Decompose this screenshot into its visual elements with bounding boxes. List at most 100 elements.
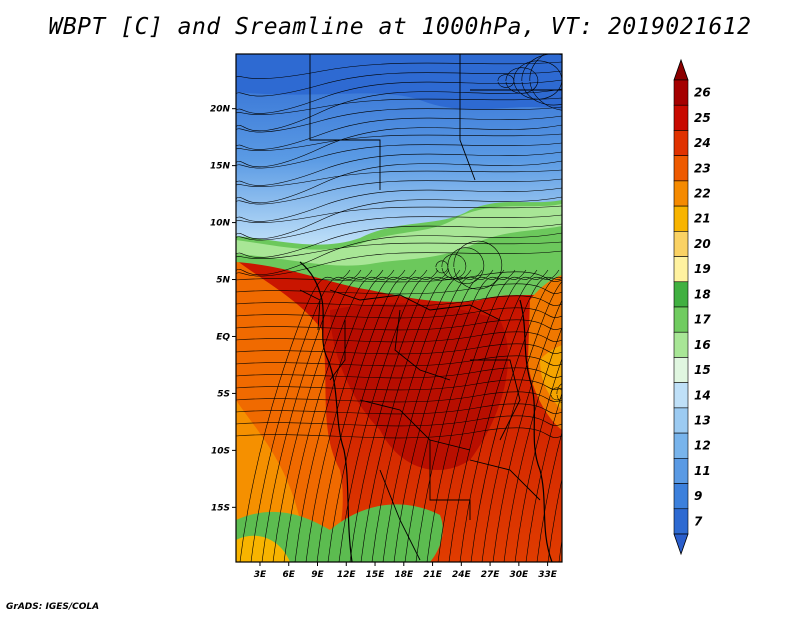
streamline [236,97,562,115]
streamline [236,427,562,439]
streamline [236,115,562,150]
streamline [250,269,362,562]
streamline [563,375,599,411]
streamline [349,269,461,562]
colorbar-label: 13 [694,414,711,428]
colorbar-swatch [673,508,689,535]
colorbar-top-arrow [673,58,689,81]
streamline [236,367,562,379]
colorbar-swatch [673,357,689,383]
streamline [437,269,549,562]
streamline [481,281,562,562]
colorbar-swatch [673,231,689,257]
streamline [492,299,562,562]
colorbar-label: 12 [694,439,711,453]
colorbar-label: 17 [694,313,711,327]
colorbar-swatch [673,180,689,207]
lon-tick-label: 33E [538,570,558,580]
colorbar-label: 20 [694,237,711,251]
colorbar-swatch [673,281,689,308]
colorbar-label: 9 [694,489,702,503]
streamline [327,269,439,562]
streamline [236,223,562,258]
streamline [371,269,483,562]
streamline [514,357,562,562]
streamline [236,205,562,223]
lon-tick-label: 12E [337,570,357,580]
streamline [236,106,562,133]
streamline [239,269,351,562]
colorbar-label: 22 [694,187,711,201]
colorbar-label: 7 [694,514,703,528]
streamline [505,67,539,94]
colorbar-swatch [673,407,689,434]
lon-tick-label: 30E [510,570,530,580]
lon-tick-label: 15E [366,570,386,580]
plot-frame [235,53,563,563]
streamline [441,254,467,279]
lat-tick-label: 15S [211,503,230,513]
lightgreen-band [236,204,562,266]
colorbar-swatch [673,382,689,409]
streamline [236,319,562,331]
streamline [236,403,562,415]
colorbar-label: 11 [694,464,711,478]
streamline [261,269,373,562]
lon-tick-label: 9E [311,570,324,580]
streamline [382,269,494,562]
streamline [236,61,562,79]
streamline [550,387,562,401]
colorbar-label: 23 [694,161,711,175]
streamline [305,269,417,562]
streamline [236,415,562,427]
streamline [236,391,562,403]
streamline [453,240,503,290]
streamline [272,269,384,562]
colorbar-swatch [673,432,689,459]
colorbar-swatch [673,79,689,106]
streamline [525,392,562,562]
streamline [404,269,516,562]
streamline [470,276,562,562]
temperature-field [236,54,617,562]
colorbar-bottom-arrow [673,533,689,556]
colorbar-label: 18 [694,287,711,301]
streamline [236,241,562,259]
hot-core-region [330,303,509,470]
lat-tick-label: 5S [217,389,230,399]
streamline [236,271,562,283]
longitude-axis: 3E 6E 9E 12E 15E 18E 21E 24E 27E 30E 33E [254,562,558,580]
streamline [236,79,562,114]
colorbar-label: 21 [694,212,711,226]
streamline [556,383,562,404]
streamline [569,368,617,416]
colorbar-label: 16 [694,338,711,352]
lat-tick-label: 10N [210,219,231,229]
lat-tick-label: 10S [211,446,230,456]
colorbar-swatch [673,205,689,232]
streamline [236,88,562,132]
colorbar-label: 24 [694,136,711,150]
streamline [338,269,450,562]
streamline [236,214,562,241]
colorbar-swatch [673,130,689,156]
lat-tick-label: 5N [216,276,230,286]
yellow-southwest-region [236,535,290,562]
streamline [448,269,560,562]
deep-cool-region [236,54,562,110]
streamline [459,276,562,562]
colorbar-swatch [673,256,689,283]
colorbar-swatch [673,104,689,131]
streamline [236,295,562,307]
streamline [236,379,562,391]
streamline [236,307,562,319]
streamline [393,269,505,562]
colorbar-swatch [673,331,689,358]
streamline [236,343,562,355]
lon-tick-label: 24E [452,570,472,580]
streamline [236,142,562,169]
green-south-region [236,504,443,562]
streamline [316,269,428,562]
streamline [236,355,562,367]
streamline [503,326,562,562]
